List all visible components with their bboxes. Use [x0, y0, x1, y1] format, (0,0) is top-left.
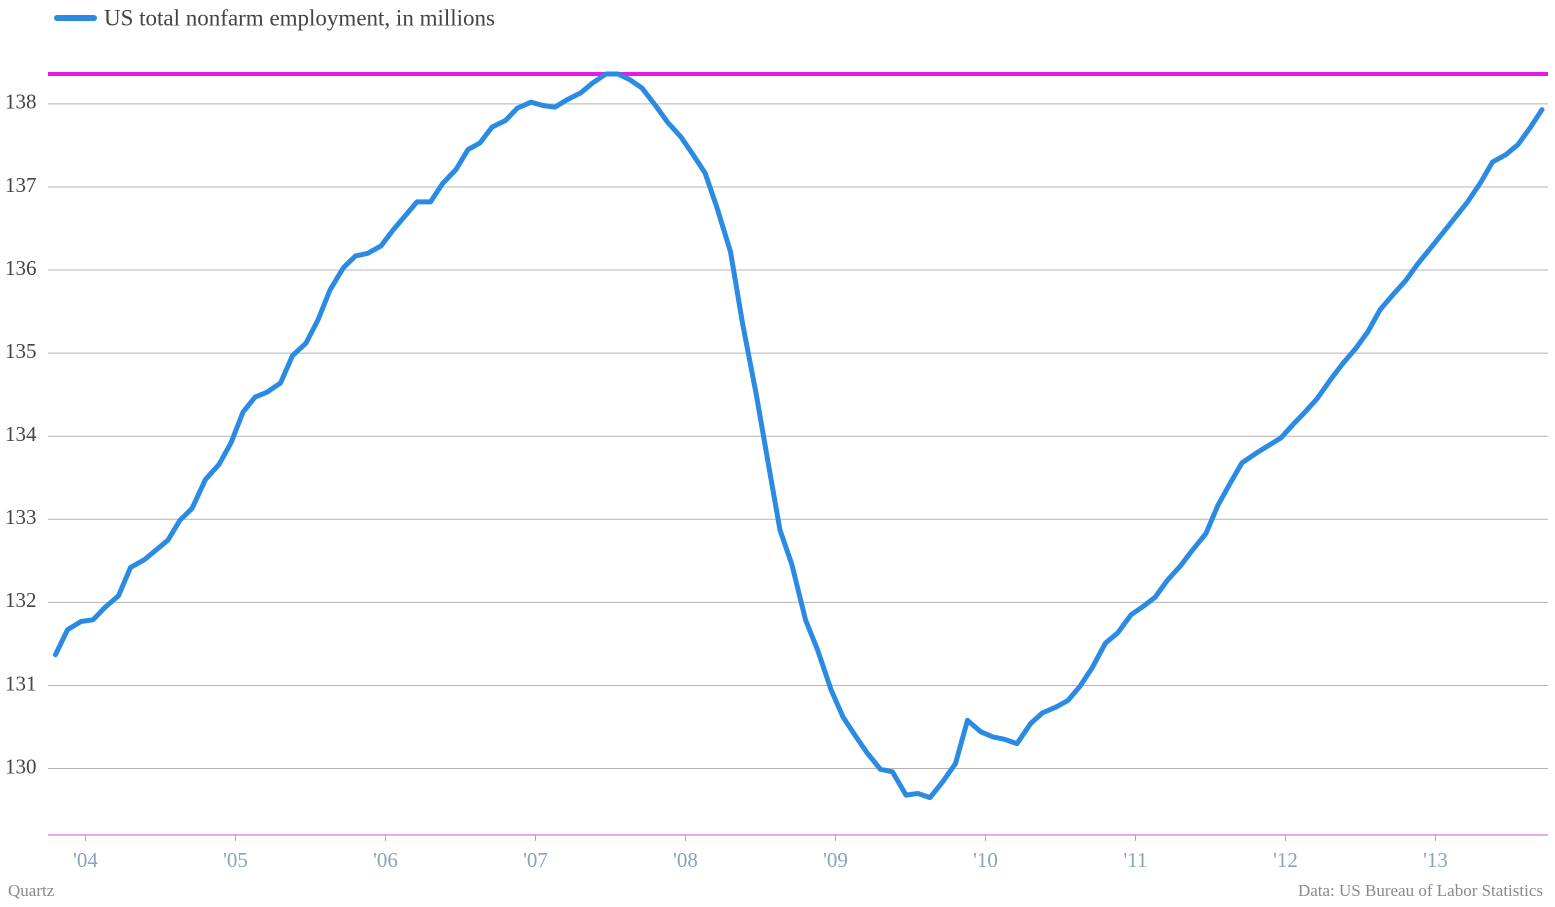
y-tick-label: 138	[5, 90, 37, 114]
x-tick-label: '05	[223, 848, 248, 872]
x-tick-label: '07	[523, 848, 548, 872]
y-tick-label: 132	[5, 588, 37, 612]
y-tick-label: 134	[5, 422, 37, 446]
y-tick-label: 135	[5, 339, 37, 363]
x-tick-label: '10	[973, 848, 998, 872]
y-tick-label: 137	[5, 173, 37, 197]
x-tick-label: '11	[1123, 848, 1147, 872]
x-tick-label: '13	[1423, 848, 1448, 872]
y-tick-label: 131	[5, 671, 37, 695]
x-tick-label: '08	[673, 848, 698, 872]
data-line	[53, 71, 1545, 801]
legend-label: US total nonfarm employment, in millions	[104, 5, 495, 30]
x-tick-label: '12	[1273, 848, 1298, 872]
y-tick-label: 130	[5, 754, 37, 778]
y-tick-label: 136	[5, 256, 37, 280]
x-tick-label: '09	[823, 848, 848, 872]
source: Data: US Bureau of Labor Statistics	[1298, 881, 1543, 900]
y-tick-label: 133	[5, 505, 37, 529]
credit: Quartz	[8, 881, 55, 900]
x-tick-label: '04	[73, 848, 98, 872]
x-tick-label: '06	[373, 848, 398, 872]
